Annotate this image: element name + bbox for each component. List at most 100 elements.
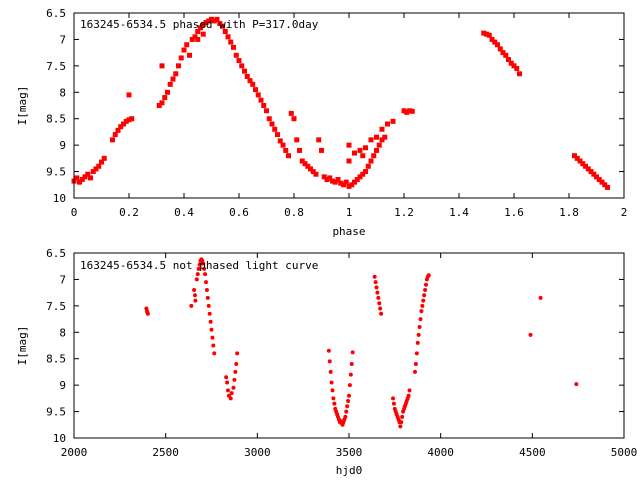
x-tick-label: 0.6 bbox=[229, 206, 249, 219]
data-point bbox=[74, 175, 80, 181]
data-point bbox=[599, 179, 605, 185]
data-point bbox=[231, 385, 236, 390]
data-point bbox=[231, 44, 236, 50]
data-point bbox=[145, 311, 150, 316]
data-point bbox=[508, 60, 514, 66]
data-point bbox=[193, 298, 198, 303]
data-point bbox=[204, 280, 208, 285]
x-tick-label: 2500 bbox=[152, 446, 179, 459]
data-point bbox=[368, 158, 374, 164]
data-point bbox=[239, 63, 245, 69]
data-point bbox=[413, 369, 417, 374]
data-point bbox=[232, 377, 237, 382]
data-point bbox=[93, 166, 99, 172]
data-point bbox=[217, 21, 223, 27]
data-point bbox=[165, 89, 170, 95]
data-point bbox=[574, 382, 579, 387]
data-point bbox=[572, 153, 577, 159]
data-point bbox=[379, 311, 384, 316]
data-point bbox=[344, 409, 349, 414]
data-point bbox=[229, 391, 234, 396]
data-point bbox=[497, 46, 503, 52]
data-point bbox=[99, 159, 104, 165]
data-point bbox=[234, 362, 239, 366]
data-point bbox=[208, 319, 213, 324]
y-tick-label: 10 bbox=[53, 432, 66, 445]
data-point bbox=[204, 288, 209, 292]
data-point bbox=[226, 388, 230, 393]
data-point bbox=[126, 117, 132, 123]
data-point bbox=[228, 396, 233, 401]
data-point bbox=[202, 266, 207, 271]
data-point bbox=[277, 138, 283, 144]
data-point bbox=[299, 158, 305, 164]
data-point bbox=[580, 161, 586, 167]
data-point bbox=[207, 311, 212, 316]
data-point bbox=[195, 29, 201, 34]
data-point bbox=[376, 142, 382, 148]
y-tick-label: 7 bbox=[59, 273, 66, 286]
y-tick-label: 9.5 bbox=[46, 166, 66, 179]
data-point bbox=[195, 36, 201, 42]
data-point bbox=[222, 29, 228, 34]
data-point bbox=[233, 369, 238, 374]
data-point bbox=[324, 177, 330, 182]
data-point bbox=[319, 147, 324, 153]
data-point bbox=[511, 63, 517, 69]
y-tick-label: 6.5 bbox=[46, 247, 66, 260]
data-point bbox=[121, 121, 126, 127]
data-point bbox=[189, 36, 195, 42]
data-point bbox=[181, 47, 187, 53]
data-point bbox=[176, 63, 181, 69]
x-tick-label: 4000 bbox=[427, 446, 454, 459]
data-point bbox=[209, 16, 214, 22]
data-point bbox=[283, 147, 289, 153]
data-point bbox=[288, 110, 294, 116]
y-tick-label: 9 bbox=[59, 379, 66, 392]
x-tick-label: 1.8 bbox=[559, 206, 579, 219]
data-point bbox=[420, 303, 425, 308]
x-tick-label: 4500 bbox=[519, 446, 546, 459]
data-point bbox=[385, 121, 390, 127]
x-tick-label: 0.2 bbox=[119, 206, 139, 219]
data-point bbox=[517, 71, 522, 77]
data-point bbox=[321, 174, 327, 180]
data-point bbox=[347, 393, 351, 398]
data-point bbox=[192, 34, 198, 40]
data-point bbox=[159, 100, 165, 106]
data-point bbox=[203, 272, 208, 277]
data-point bbox=[200, 31, 206, 37]
data-point bbox=[280, 142, 286, 148]
data-point bbox=[236, 58, 242, 64]
data-point bbox=[225, 34, 231, 40]
data-point bbox=[313, 171, 319, 177]
x-tick-label: 1.2 bbox=[394, 206, 414, 219]
chart-panel-2: 2000 2500 3000 3500 4000 4500 5000 6.5 7 7.5 8 8.5 9… bbox=[16, 247, 637, 477]
x-tick-label: 5000 bbox=[611, 446, 638, 459]
data-point bbox=[352, 150, 357, 156]
data-point bbox=[291, 116, 297, 122]
y-tick-label: 7.5 bbox=[46, 60, 66, 73]
data-point bbox=[206, 303, 211, 308]
data-point bbox=[371, 153, 377, 159]
data-point bbox=[506, 57, 511, 63]
data-point bbox=[308, 166, 313, 172]
data-point bbox=[500, 50, 506, 56]
data-point bbox=[101, 155, 107, 161]
data-point bbox=[192, 288, 197, 292]
data-point bbox=[577, 158, 583, 164]
data-point bbox=[90, 169, 96, 175]
data-point bbox=[329, 380, 334, 385]
data-point bbox=[426, 273, 431, 278]
data-point bbox=[96, 163, 102, 169]
data-point bbox=[357, 174, 363, 180]
data-point bbox=[352, 179, 357, 185]
data-point bbox=[327, 175, 333, 181]
data-point bbox=[332, 179, 338, 185]
data-point bbox=[316, 137, 322, 143]
chart-panel-1: 0 0.2 0.4 0.6 0.8 1 1.2 1.4 1.6 1.8 2 6.5 7 7.5 8 8.5 9 9… bbox=[16, 7, 627, 238]
data-point bbox=[363, 145, 368, 151]
data-point bbox=[261, 103, 267, 108]
